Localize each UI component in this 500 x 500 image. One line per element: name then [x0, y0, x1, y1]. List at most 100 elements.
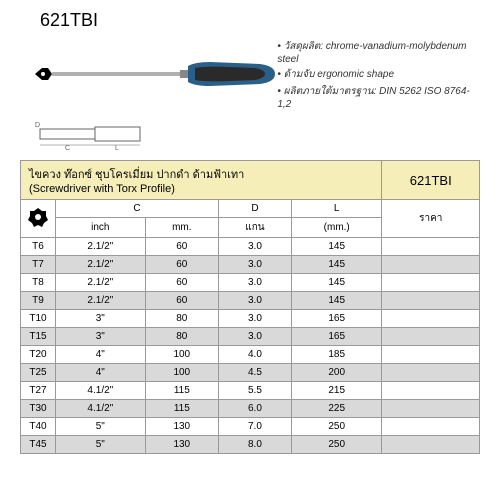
svg-text:C: C [65, 145, 70, 152]
cell-l: 215 [291, 382, 382, 400]
cell-inch: 3" [56, 328, 146, 346]
model-code: 621TBI [40, 10, 480, 31]
cell-inch: 4" [56, 346, 146, 364]
specs-list: วัสดุผลิต: chrome-vanadium-molybdenum st… [277, 39, 480, 112]
cell-price [382, 436, 480, 454]
header-l: L [291, 200, 382, 218]
cell-size: T45 [21, 436, 56, 454]
cell-l: 145 [291, 292, 382, 310]
table-row: T62.1/2"603.0145 [21, 238, 480, 256]
cell-mm: 100 [145, 364, 218, 382]
title-thai: ไขควง ท๊อกซ์ ชุบโครเมี่ยม ปากดำ ด้ามฟ้าเ… [29, 169, 244, 181]
cell-d: 3.0 [218, 256, 291, 274]
cell-size: T8 [21, 274, 56, 292]
cell-d: 3.0 [218, 274, 291, 292]
title-cell: ไขควง ท๊อกซ์ ชุบโครเมี่ยม ปากดำ ด้ามฟ้าเ… [21, 161, 382, 200]
cell-inch: 2.1/2" [56, 292, 146, 310]
cell-d: 3.0 [218, 328, 291, 346]
table-row: T254"1004.5200 [21, 364, 480, 382]
cell-inch: 2.1/2" [56, 274, 146, 292]
table-row: T82.1/2"603.0145 [21, 274, 480, 292]
cell-mm: 130 [145, 418, 218, 436]
cell-mm: 60 [145, 238, 218, 256]
table-row: T153"803.0165 [21, 328, 480, 346]
torx-icon [27, 206, 49, 228]
cell-price [382, 238, 480, 256]
cell-d: 7.0 [218, 418, 291, 436]
cell-inch: 4.1/2" [56, 400, 146, 418]
cell-l: 165 [291, 310, 382, 328]
table-row: T405"1307.0250 [21, 418, 480, 436]
header-row-1: C D L ราคา [21, 200, 480, 218]
cell-mm: 80 [145, 310, 218, 328]
cell-size: T15 [21, 328, 56, 346]
table-row: T274.1/2"1155.5215 [21, 382, 480, 400]
cell-price [382, 310, 480, 328]
cell-price [382, 418, 480, 436]
table-row: T72.1/2"603.0145 [21, 256, 480, 274]
title-code: 621TBI [382, 161, 480, 200]
cell-size: T27 [21, 382, 56, 400]
header-d-sub: แกน [218, 218, 291, 238]
screwdriver-icon [30, 54, 280, 94]
cell-price [382, 346, 480, 364]
title-row: ไขควง ท๊อกซ์ ชุบโครเมี่ยม ปากดำ ด้ามฟ้าเ… [21, 161, 480, 200]
cell-price [382, 292, 480, 310]
cell-size: T7 [21, 256, 56, 274]
cell-mm: 60 [145, 292, 218, 310]
cell-l: 225 [291, 400, 382, 418]
cell-l: 250 [291, 436, 382, 454]
cell-inch: 5" [56, 418, 146, 436]
cell-price [382, 274, 480, 292]
cell-d: 8.0 [218, 436, 291, 454]
cell-size: T20 [21, 346, 56, 364]
cell-size: T6 [21, 238, 56, 256]
cell-d: 3.0 [218, 310, 291, 328]
cell-d: 3.0 [218, 292, 291, 310]
cell-size: T9 [21, 292, 56, 310]
cell-mm: 60 [145, 256, 218, 274]
cell-mm: 60 [145, 274, 218, 292]
cell-d: 4.5 [218, 364, 291, 382]
cell-d: 6.0 [218, 400, 291, 418]
cell-size: T30 [21, 400, 56, 418]
cell-price [382, 382, 480, 400]
cell-mm: 115 [145, 382, 218, 400]
header-d: D [218, 200, 291, 218]
header-inch: inch [56, 218, 146, 238]
svg-text:L: L [115, 145, 119, 152]
cell-inch: 2.1/2" [56, 256, 146, 274]
dimension-diagram: C L D [35, 117, 155, 152]
table-row: T204"1004.0185 [21, 346, 480, 364]
cell-size: T25 [21, 364, 56, 382]
cell-d: 3.0 [218, 238, 291, 256]
table-row: T103"803.0165 [21, 310, 480, 328]
cell-l: 200 [291, 364, 382, 382]
table-row: T92.1/2"603.0145 [21, 292, 480, 310]
table-row: T304.1/2"1156.0225 [21, 400, 480, 418]
cell-l: 165 [291, 328, 382, 346]
cell-l: 145 [291, 256, 382, 274]
spec-item: ด้ามจับ ergonomic shape [277, 67, 480, 82]
title-en: (Screwdriver with Torx Profile) [29, 183, 175, 195]
cell-mm: 115 [145, 400, 218, 418]
cell-l: 185 [291, 346, 382, 364]
cell-mm: 80 [145, 328, 218, 346]
header-price: ราคา [382, 200, 480, 238]
cell-mm: 100 [145, 346, 218, 364]
product-image [20, 39, 267, 99]
cell-l: 145 [291, 274, 382, 292]
table-row: T455"1308.0250 [21, 436, 480, 454]
cell-mm: 130 [145, 436, 218, 454]
cell-size: T10 [21, 310, 56, 328]
header-l-sub: (mm.) [291, 218, 382, 238]
cell-inch: 4" [56, 364, 146, 382]
cell-inch: 2.1/2" [56, 238, 146, 256]
cell-price [382, 328, 480, 346]
svg-text:D: D [35, 122, 40, 129]
cell-d: 5.5 [218, 382, 291, 400]
cell-l: 250 [291, 418, 382, 436]
header-mm: mm. [145, 218, 218, 238]
spec-item: วัสดุผลิต: chrome-vanadium-molybdenum st… [277, 39, 480, 65]
cell-d: 4.0 [218, 346, 291, 364]
